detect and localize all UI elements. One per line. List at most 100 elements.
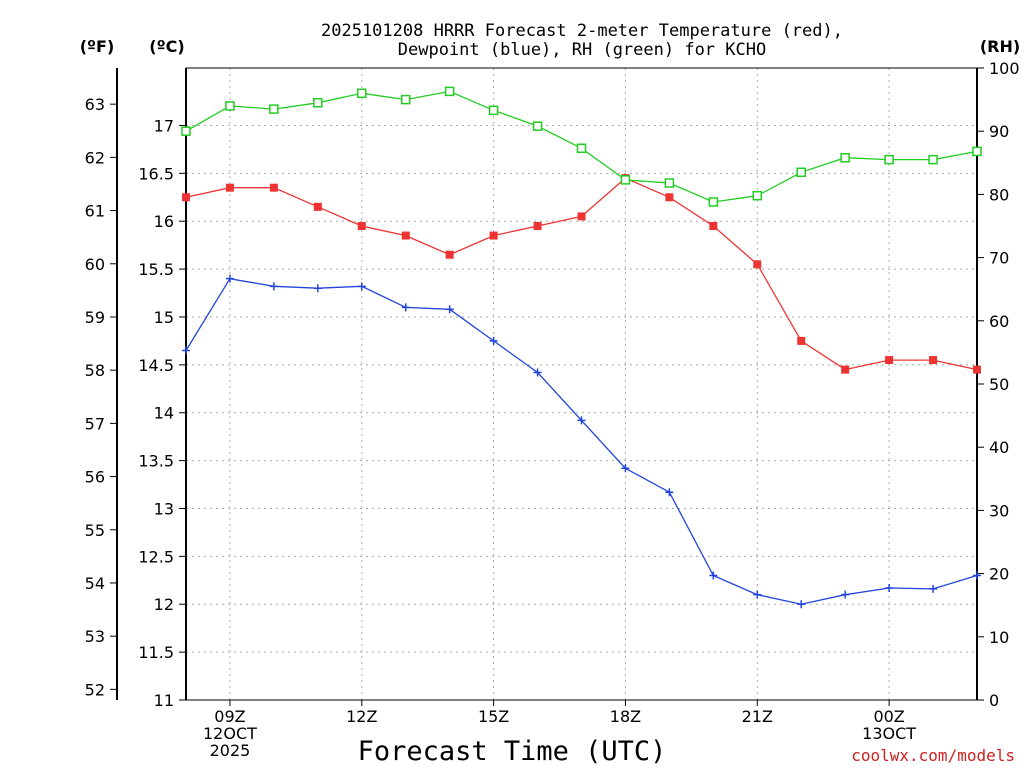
dewpoint-point [313, 284, 322, 293]
rh-point [928, 154, 938, 165]
data-series [181, 86, 982, 609]
rh-point [225, 101, 235, 111]
temperature-point [445, 250, 454, 259]
x-tick-label: 2025 [210, 741, 251, 760]
temperature-point [709, 222, 718, 230]
rh-tick-label: 10 [989, 628, 1009, 647]
tick-labels: 11 11.5 12 12.5 13 13.5 14 14.5 15 15.5 16 16.5 17 52… [85, 59, 1020, 760]
rh-tick-label: 30 [989, 501, 1009, 520]
fahrenheit-tick-label: 62 [85, 148, 105, 167]
x-tick-label: 00Z [873, 707, 904, 726]
temperature-point [357, 222, 366, 230]
dewpoint-point [577, 416, 586, 425]
temperature-point [841, 365, 850, 374]
celsius-tick-label: 12 [154, 595, 174, 614]
temperature-point [533, 222, 542, 230]
x-tick-label: 21Z [742, 707, 773, 726]
x-tick-label: 13OCT [862, 724, 916, 743]
fahrenheit-tick-label: 59 [85, 308, 105, 327]
rh-point [972, 146, 982, 157]
rh-tick-label: 40 [989, 438, 1009, 457]
rh-point [576, 143, 587, 154]
dewpoint-point [665, 488, 674, 497]
x-tick-label: 18Z [610, 707, 641, 726]
rh-tick-label: 80 [989, 185, 1009, 204]
fahrenheit-tick-label: 56 [85, 468, 105, 487]
temperature-point [665, 193, 674, 202]
rh-point [620, 175, 631, 185]
dewpoint-point [797, 600, 806, 609]
temperature-point [225, 183, 234, 192]
rh-point [884, 154, 894, 165]
dewpoint-point [357, 282, 366, 291]
chart-title-line2: Dewpoint (blue), RH (green) for KCHO [398, 40, 766, 60]
temperature-point [973, 365, 981, 374]
fahrenheit-tick-label: 53 [85, 627, 105, 646]
dewpoint-point [533, 368, 542, 377]
dewpoint-point [445, 305, 454, 314]
dewpoint-point [225, 274, 234, 283]
x-tick-label: 09Z [214, 707, 245, 726]
temperature-point [313, 202, 322, 211]
dewpoint-point [269, 282, 278, 291]
temperature-point [929, 356, 938, 365]
rh-tick-label: 20 [989, 565, 1009, 584]
rh-point [357, 88, 367, 99]
temperature-point [885, 356, 894, 365]
fahrenheit-tick-label: 57 [85, 414, 105, 433]
rh-tick-label: 60 [989, 312, 1009, 331]
fahrenheit-tick-label: 54 [85, 574, 105, 593]
celsius-tick-label: 11 [154, 691, 174, 710]
rh-unit-label: (RH) [980, 37, 1020, 56]
rh-point [181, 126, 191, 136]
rh-point [269, 104, 279, 114]
chart-title-line1: 2025101208 HRRR Forecast 2-meter Tempera… [321, 21, 843, 41]
rh-point [708, 197, 719, 207]
dewpoint-point [973, 571, 981, 580]
celsius-unit-label: (ºC) [149, 37, 184, 56]
rh-point [840, 152, 850, 163]
rh-point [488, 105, 499, 116]
axes [110, 67, 984, 706]
rh-point [796, 167, 806, 178]
celsius-tick-label: 12.5 [138, 547, 174, 566]
fahrenheit-tick-label: 61 [85, 202, 105, 221]
rh-tick-label: 0 [989, 691, 999, 710]
fahrenheit-tick-label: 63 [85, 95, 105, 114]
dewpoint-point [885, 583, 894, 592]
celsius-tick-label: 14 [154, 404, 174, 423]
dewpoint-point [182, 346, 190, 355]
x-tick-label: 15Z [478, 707, 509, 726]
dewpoint-point [841, 590, 850, 599]
celsius-tick-label: 15 [154, 308, 174, 327]
temperature-point [489, 231, 498, 240]
celsius-tick-label: 11.5 [138, 643, 174, 662]
dewpoint-point [489, 336, 498, 345]
rh-point [664, 178, 675, 188]
dewpoint-point [929, 584, 938, 593]
gridlines [186, 68, 977, 701]
rh-tick-label: 90 [989, 122, 1009, 141]
rh-tick-label: 70 [989, 249, 1009, 268]
dewpoint-line [185, 277, 978, 605]
celsius-tick-label: 14.5 [138, 356, 174, 375]
temperature-point [269, 183, 278, 192]
rh-point [752, 190, 763, 201]
celsius-tick-label: 15.5 [138, 260, 174, 279]
dewpoint-point [753, 590, 762, 599]
celsius-tick-label: 13 [154, 499, 174, 518]
rh-tick-label: 50 [989, 375, 1009, 394]
dewpoint-point [709, 571, 718, 580]
fahrenheit-tick-label: 52 [85, 680, 105, 699]
rh-tick-label: 100 [989, 59, 1020, 78]
dewpoint-point [401, 303, 410, 312]
celsius-tick-label: 16.5 [138, 164, 174, 183]
temperature-point [797, 336, 806, 345]
rh-point [400, 94, 411, 105]
rh-point [444, 86, 455, 97]
temperature-point [577, 212, 586, 221]
temperature-point [401, 231, 410, 240]
dewpoint-point [621, 464, 630, 473]
rh-point [313, 98, 323, 108]
